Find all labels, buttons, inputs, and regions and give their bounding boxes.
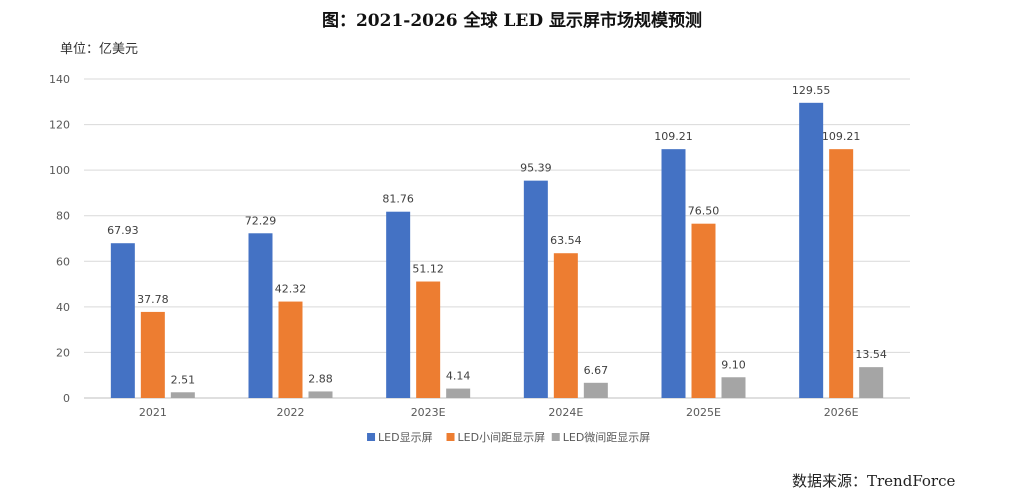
bar — [691, 223, 716, 398]
legend-swatch — [551, 433, 560, 441]
data-label: 4.14 — [446, 370, 471, 383]
data-label: 51.12 — [412, 263, 444, 276]
bar — [278, 301, 303, 398]
y-tick-label: 80 — [56, 210, 70, 223]
data-label: 13.54 — [855, 348, 887, 361]
y-tick-label: 100 — [49, 164, 70, 177]
y-tick-label: 120 — [49, 119, 70, 132]
data-label: 42.32 — [275, 283, 307, 296]
y-tick-label: 0 — [63, 392, 70, 405]
y-tick-label: 20 — [56, 346, 70, 359]
x-tick-label: 2026E — [824, 406, 859, 419]
bar — [523, 180, 548, 398]
data-label: 2.88 — [308, 372, 333, 385]
x-tick-label: 2022 — [277, 406, 305, 419]
bar — [170, 392, 195, 398]
y-tick-label: 140 — [49, 73, 70, 86]
bar — [248, 233, 273, 398]
bar — [110, 243, 135, 398]
legend-swatch — [367, 433, 376, 441]
bar-chart: 0 20 40 60 80 100 120 140 67.93 37.78 2.51 2021 72.2… — [49, 73, 910, 444]
data-label: 95.39 — [520, 162, 552, 175]
data-label: 9.10 — [721, 358, 746, 371]
bar — [799, 102, 824, 399]
bar — [829, 149, 854, 398]
bar — [661, 149, 686, 398]
bar — [553, 253, 578, 398]
bar — [583, 382, 608, 398]
source-label: 数据来源：TrendForce — [792, 472, 956, 490]
bar — [721, 377, 746, 398]
chart-title: 图：2021-2026 全球 LED 显示屏市场规模预测 — [321, 11, 703, 31]
bar — [308, 391, 333, 398]
x-tick-label: 2023E — [411, 406, 446, 419]
data-label: 81.76 — [382, 193, 414, 206]
y-tick-label: 60 — [56, 255, 70, 268]
y-tick-label: 40 — [56, 301, 70, 314]
bar — [446, 388, 471, 398]
unit-label: 单位：亿美元 — [60, 42, 139, 57]
x-tick-label: 2021 — [139, 406, 167, 419]
legend-label: LED微间距显示屏 — [563, 430, 651, 444]
data-label: 6.67 — [584, 364, 609, 377]
bar — [140, 311, 165, 398]
x-tick-label: 2024E — [548, 406, 583, 419]
legend-label: LED小间距显示屏 — [458, 431, 546, 444]
data-label: 2.51 — [171, 373, 196, 386]
legend-label: LED显示屏 — [378, 431, 433, 444]
data-label: 63.54 — [550, 234, 582, 247]
bar — [386, 211, 411, 398]
data-label: 129.55 — [792, 84, 831, 97]
data-label: 109.21 — [654, 130, 693, 143]
bar — [859, 367, 884, 398]
data-label: 72.29 — [245, 214, 277, 227]
legend-swatch — [446, 433, 455, 441]
data-label: 37.78 — [137, 293, 169, 306]
data-label: 109.21 — [822, 130, 861, 143]
data-label: 76.50 — [688, 205, 720, 218]
data-label: 67.93 — [107, 224, 139, 237]
x-tick-label: 2025E — [686, 406, 721, 419]
bar — [416, 281, 441, 398]
